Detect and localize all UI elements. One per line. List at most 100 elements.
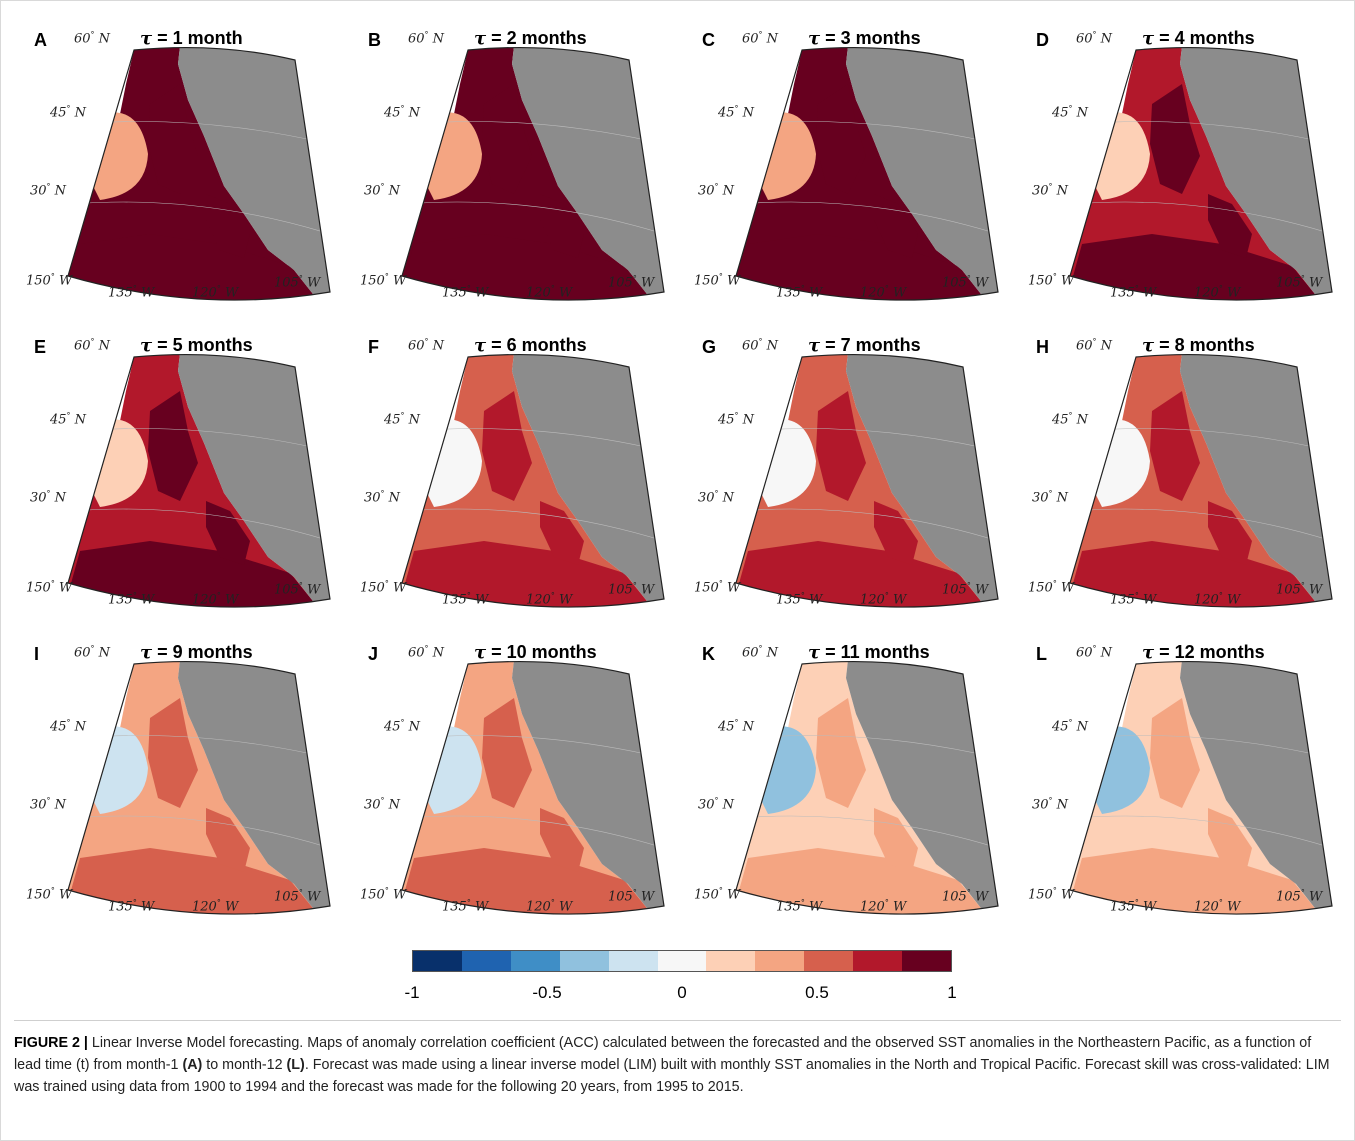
lead-time-label: = 5 months — [152, 335, 253, 355]
acc-region — [540, 194, 584, 258]
acc-region — [738, 848, 984, 915]
lead-time-label: = 8 months — [1154, 335, 1255, 355]
colorbar-tick-label: -0.5 — [532, 983, 562, 1002]
acc-map — [401, 660, 665, 915]
caption-ref-l: (L) — [286, 1057, 305, 1073]
map-border — [67, 660, 331, 915]
figure-caption: FIGURE 2 | Linear Inverse Model forecast… — [14, 1032, 1334, 1098]
acc-region — [874, 808, 918, 872]
colorbar-tick-label: 0 — [677, 983, 687, 1002]
longitude-label: 150° W — [694, 272, 741, 289]
longitude-label: 150° W — [694, 579, 741, 596]
graticule-line — [1073, 815, 1332, 849]
longitude-label: 120° W — [1194, 284, 1241, 301]
panel-letter: A — [34, 30, 47, 50]
lead-time-label: = 7 months — [820, 335, 921, 355]
graticule-line — [71, 815, 330, 849]
tau-symbol: τ — [474, 28, 487, 49]
acc-region — [874, 501, 918, 565]
longitude-label: 120° W — [1194, 898, 1241, 915]
acc-map — [401, 353, 665, 608]
acc-region — [738, 234, 984, 301]
latitude-label: 30° N — [30, 489, 67, 506]
acc-map — [67, 353, 331, 608]
longitude-label: 135° W — [108, 284, 155, 301]
panel-letter: H — [1036, 337, 1049, 357]
latitude-label: 60° N — [1076, 644, 1113, 661]
latitude-label: 30° N — [1032, 182, 1069, 199]
graticule-line — [1073, 508, 1332, 542]
latitude-label: 45° N — [384, 104, 421, 121]
latitude-label: 45° N — [50, 411, 87, 428]
latitude-label: 60° N — [742, 30, 779, 47]
map-border — [401, 660, 665, 915]
land-mask — [178, 661, 330, 912]
colorbar-swatch — [413, 951, 462, 971]
acc-region — [404, 848, 650, 915]
colorbar-tick-label: -1 — [404, 983, 420, 1002]
acc-region — [482, 391, 532, 501]
longitude-label: 105° W — [608, 274, 655, 291]
longitude-label: 120° W — [192, 591, 239, 608]
graticule-line — [405, 201, 664, 235]
colorbar-swatch — [755, 951, 805, 971]
caption-divider — [14, 1020, 1341, 1021]
colorbar-swatch — [559, 951, 609, 971]
acc-region — [816, 391, 866, 501]
longitude-label: 150° W — [360, 886, 407, 903]
tau-symbol: τ — [140, 28, 153, 49]
panel-title: τ = 12 months — [1142, 642, 1265, 663]
latitude-label: 45° N — [384, 718, 421, 735]
longitude-label: 135° W — [442, 284, 489, 301]
caption-text-1: Linear Inverse Model forecasting. Maps o… — [14, 1035, 1312, 1073]
acc-region — [482, 84, 532, 194]
longitude-label: 135° W — [776, 591, 823, 608]
longitude-label: 135° W — [776, 898, 823, 915]
tau-symbol: τ — [1142, 642, 1155, 663]
panel-letter: K — [702, 644, 715, 664]
graticule-line — [739, 815, 998, 849]
map-border — [1069, 353, 1333, 608]
colorbar-swatch — [902, 951, 951, 971]
acc-region — [1208, 808, 1252, 872]
longitude-label: 120° W — [192, 284, 239, 301]
tau-symbol: τ — [1142, 335, 1155, 356]
latitude-label: 30° N — [698, 796, 735, 813]
colorbar-swatch — [853, 951, 903, 971]
longitude-label: 120° W — [1194, 591, 1241, 608]
acc-region — [404, 541, 650, 608]
longitude-label: 105° W — [942, 888, 989, 905]
lead-time-label: = 12 months — [1154, 642, 1265, 662]
panel-title: τ = 4 months — [1142, 28, 1255, 49]
latitude-label: 30° N — [30, 796, 67, 813]
longitude-label: 150° W — [694, 886, 741, 903]
lead-time-label: = 3 months — [820, 28, 921, 48]
panel-title: τ = 1 month — [140, 28, 243, 49]
longitude-label: 105° W — [274, 581, 321, 598]
latitude-label: 30° N — [1032, 796, 1069, 813]
map-border — [67, 353, 331, 608]
longitude-label: 150° W — [26, 272, 73, 289]
lead-time-label: = 2 months — [486, 28, 587, 48]
acc-region — [1150, 84, 1200, 194]
graticule-line — [405, 508, 664, 542]
acc-region — [482, 698, 532, 808]
longitude-label: 150° W — [1028, 579, 1075, 596]
latitude-label: 30° N — [698, 182, 735, 199]
latitude-label: 45° N — [50, 104, 87, 121]
land-mask — [512, 354, 664, 605]
caption-ref-a: (A) — [182, 1057, 203, 1073]
colorbar-swatch — [804, 951, 854, 971]
acc-region — [1208, 194, 1252, 258]
longitude-label: 150° W — [1028, 886, 1075, 903]
colorbar-swatch — [706, 951, 756, 971]
longitude-label: 120° W — [526, 284, 573, 301]
acc-region — [148, 698, 198, 808]
